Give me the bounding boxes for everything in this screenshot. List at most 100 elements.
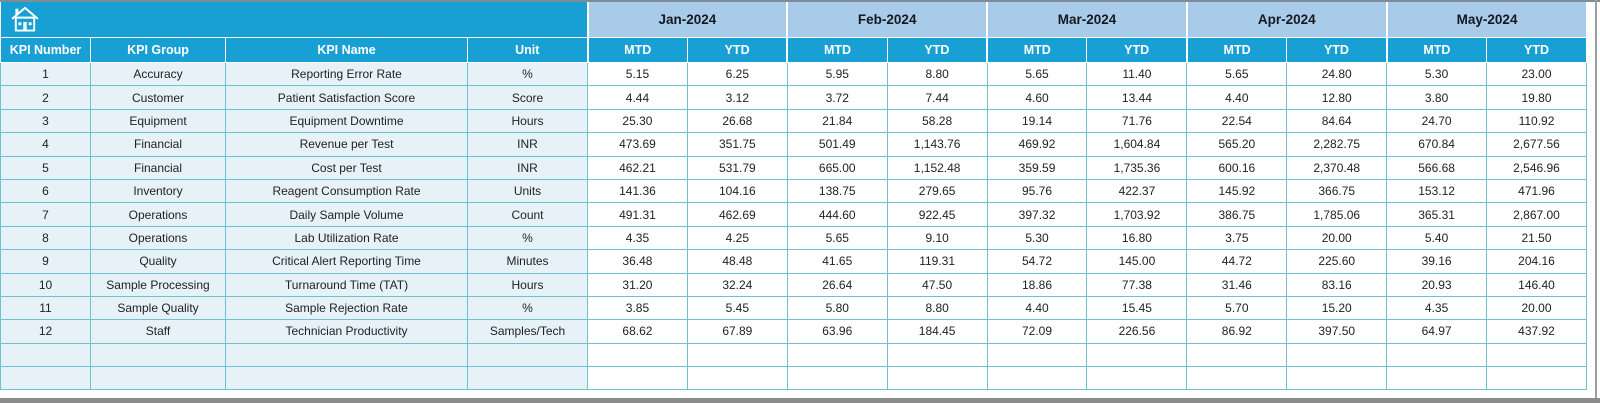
- subcolumn-header-ytd: YTD: [686, 37, 788, 63]
- subcolumn-header-mtd: MTD: [1185, 37, 1288, 63]
- empty-row: [0, 342, 1587, 368]
- kpi-unit: %: [467, 225, 588, 251]
- kpi-number: 5: [0, 155, 91, 180]
- kpi-row: 12 Staff Technician Productivity Samples/Te…: [0, 319, 1587, 344]
- kpi-name: Patient Satisfaction Score: [225, 85, 468, 110]
- home-button[interactable]: [0, 2, 589, 38]
- kpi-name: Equipment Downtime: [225, 108, 468, 134]
- value-cell: 2,867.00: [1486, 202, 1587, 227]
- value-cell: 12.80: [1286, 85, 1388, 110]
- kpi-name: Reagent Consumption Rate: [225, 178, 468, 204]
- subcolumn-header-mtd: MTD: [1385, 37, 1488, 63]
- kpi-row: 9 Quality Critical Alert Reporting Time Min…: [0, 249, 1587, 274]
- kpi-unit: Units: [467, 178, 588, 204]
- value-cell: 366.75: [1286, 178, 1388, 204]
- empty-info-cell: [225, 342, 468, 368]
- empty-value-cell: [786, 366, 888, 391]
- value-cell: 5.70: [1186, 295, 1288, 321]
- empty-value-cell: [986, 342, 1088, 368]
- value-cell: 72.09: [986, 319, 1088, 344]
- value-cell: 95.76: [986, 178, 1088, 204]
- kpi-unit: Hours: [467, 272, 588, 297]
- value-cell: 138.75: [786, 178, 888, 204]
- value-cell: 1,785.06: [1286, 202, 1388, 227]
- empty-info-cell: [467, 342, 588, 368]
- value-cell: 20.93: [1386, 272, 1488, 297]
- value-cell: 4.44: [587, 85, 688, 110]
- value-cell: 24.70: [1386, 108, 1488, 134]
- kpi-unit: %: [467, 295, 588, 321]
- kpi-unit: Count: [467, 202, 588, 227]
- value-cell: 110.92: [1486, 108, 1587, 134]
- subcolumn-header-mtd: MTD: [786, 37, 888, 63]
- value-cell: 5.95: [786, 61, 888, 87]
- value-cell: 20.00: [1486, 295, 1587, 321]
- value-cell: 4.25: [686, 225, 788, 251]
- value-cell: 18.86: [986, 272, 1088, 297]
- kpi-unit: INR: [467, 132, 588, 157]
- column-header-kpi-name: KPI Name: [225, 37, 468, 63]
- empty-info-cell: [0, 366, 91, 391]
- empty-value-cell: [686, 342, 788, 368]
- kpi-group: Accuracy: [90, 61, 226, 87]
- value-cell: 5.30: [1386, 61, 1488, 87]
- kpi-number: 8: [0, 225, 91, 251]
- value-cell: 351.75: [686, 132, 788, 157]
- kpi-group: Staff: [90, 319, 226, 344]
- window-top-edge: [0, 0, 1600, 2]
- home-icon: [10, 6, 39, 32]
- kpi-number: 12: [0, 319, 91, 344]
- value-cell: 145.00: [1086, 249, 1188, 274]
- empty-value-cell: [1486, 342, 1587, 368]
- empty-value-cell: [1086, 342, 1188, 368]
- value-cell: 47.50: [886, 272, 988, 297]
- empty-value-cell: [1186, 342, 1288, 368]
- value-cell: 83.16: [1286, 272, 1388, 297]
- value-cell: 153.12: [1386, 178, 1488, 204]
- kpi-group: Sample Processing: [90, 272, 226, 297]
- value-cell: 13.44: [1086, 85, 1188, 110]
- subcolumn-header-mtd: MTD: [986, 37, 1088, 63]
- value-cell: 22.54: [1186, 108, 1288, 134]
- empty-value-cell: [1086, 366, 1188, 391]
- month-header: Feb-2024: [786, 2, 988, 38]
- value-cell: 145.92: [1186, 178, 1288, 204]
- value-cell: 566.68: [1386, 155, 1488, 180]
- value-cell: 922.45: [886, 202, 988, 227]
- value-cell: 6.25: [686, 61, 788, 87]
- value-cell: 31.46: [1186, 272, 1288, 297]
- kpi-unit: INR: [467, 155, 588, 180]
- empty-value-cell: [1286, 366, 1388, 391]
- value-cell: 5.65: [1186, 61, 1288, 87]
- value-cell: 397.32: [986, 202, 1088, 227]
- window-bottom-bar: [0, 398, 1600, 403]
- kpi-name: Daily Sample Volume: [225, 202, 468, 227]
- empty-value-cell: [786, 342, 888, 368]
- value-cell: 8.80: [886, 295, 988, 321]
- kpi-row: 7 Operations Daily Sample Volume Count 491.3…: [0, 202, 1587, 227]
- month-header-row: Jan-2024 Feb-2024 Mar-2024 Apr-2024 May-2024: [0, 2, 1587, 38]
- value-cell: 469.92: [986, 132, 1088, 157]
- value-cell: 23.00: [1486, 61, 1587, 87]
- value-cell: 491.31: [587, 202, 688, 227]
- value-cell: 36.48: [587, 249, 688, 274]
- value-cell: 204.16: [1486, 249, 1587, 274]
- kpi-number: 4: [0, 132, 91, 157]
- subcolumn-header-mtd: MTD: [586, 37, 688, 63]
- value-cell: 41.65: [786, 249, 888, 274]
- kpi-number: 2: [0, 85, 91, 110]
- empty-value-cell: [886, 342, 988, 368]
- kpi-group: Operations: [90, 225, 226, 251]
- value-cell: 4.60: [986, 85, 1088, 110]
- kpi-row: 1 Accuracy Reporting Error Rate% 5.15 6.25 5.…: [0, 61, 1587, 87]
- value-cell: 26.64: [786, 272, 888, 297]
- empty-info-cell: [90, 366, 226, 391]
- value-cell: 365.31: [1386, 202, 1488, 227]
- value-cell: 3.12: [686, 85, 788, 110]
- kpi-name: Turnaround Time (TAT): [225, 272, 468, 297]
- kpi-group: Operations: [90, 202, 226, 227]
- value-cell: 5.30: [986, 225, 1088, 251]
- value-cell: 5.65: [786, 225, 888, 251]
- value-cell: 7.44: [886, 85, 988, 110]
- window-right-edge: [1595, 0, 1597, 403]
